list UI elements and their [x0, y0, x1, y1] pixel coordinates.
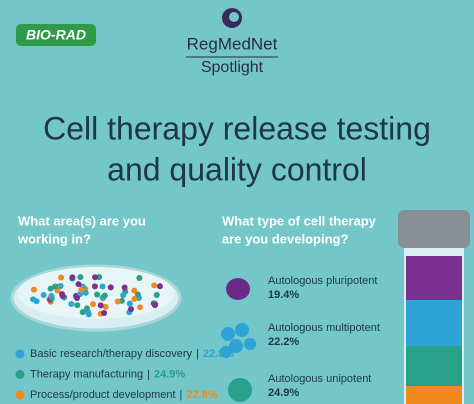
item-label: Autologous unipotent — [268, 373, 371, 385]
cell-dot — [134, 291, 141, 298]
item-label: Basic research/therapy discovery — [30, 348, 193, 360]
logo-name: RegMedNet — [187, 34, 278, 53]
separator: | — [147, 368, 150, 380]
cell-dot — [48, 292, 55, 299]
item-label: Autologous pluripotent — [268, 275, 377, 287]
question: are you developing? — [222, 231, 348, 246]
cell-dot — [79, 309, 86, 316]
brand-badge — [16, 24, 96, 46]
logo-sub: Spotlight — [201, 59, 264, 76]
list-item: Therapy manufacturing | 24.9% — [30, 368, 185, 380]
item-value: 22.8% — [186, 389, 217, 401]
question: What area(s) are you — [18, 213, 146, 228]
cell-dot — [74, 302, 81, 309]
item-value: 19.4% — [268, 289, 299, 301]
cell-dot — [153, 291, 160, 298]
brand: BIO-RAD — [26, 27, 86, 43]
separator: | — [180, 389, 183, 401]
item-value: 22.8% — [203, 348, 234, 360]
cell-dot — [131, 287, 138, 294]
bullet — [15, 349, 25, 359]
cell-dot — [30, 296, 37, 303]
bullet — [15, 390, 25, 400]
list-item: Process/product development | 22.8% — [30, 389, 218, 401]
cell-dot — [126, 300, 133, 307]
cell-dot — [102, 303, 109, 310]
cell-dot — [68, 300, 75, 307]
tube-layer — [406, 300, 462, 346]
list-item: Basic research/therapy discovery | 22.8% — [30, 348, 234, 360]
cell-dot — [151, 282, 158, 289]
cell-icon — [228, 378, 252, 402]
cell-dot — [99, 283, 106, 290]
separator: | — [196, 348, 199, 360]
cell-dot — [69, 274, 76, 281]
question: working in? — [17, 231, 91, 246]
item-label: Autologous multipotent — [268, 322, 380, 334]
cell-dot — [101, 292, 108, 299]
cell-dot — [77, 274, 84, 281]
tube-layer — [406, 346, 462, 386]
cell-dot — [92, 274, 99, 281]
cell-dot — [47, 285, 54, 292]
cell-dot — [58, 274, 65, 281]
logo-icon-inner — [229, 12, 239, 22]
cell-dot — [151, 302, 158, 309]
cell-dot — [156, 283, 163, 290]
cell-dot — [97, 302, 104, 309]
cell-dot — [128, 306, 135, 313]
item-value: 22.2% — [268, 336, 299, 348]
cell-dot — [101, 309, 108, 316]
item-label: Therapy manufacturing — [30, 368, 143, 380]
cell-dot — [85, 311, 92, 318]
tube-layer — [406, 256, 462, 300]
cell-dot — [30, 286, 37, 293]
cell-dot — [107, 284, 114, 291]
item-value: 24.9% — [154, 368, 185, 380]
item-value: 24.9% — [268, 387, 299, 399]
cell-dot — [40, 291, 47, 298]
title-line: Cell therapy release testing — [43, 110, 431, 146]
cell-dot — [59, 292, 66, 299]
cell-dot — [120, 292, 127, 299]
tube-layer — [406, 386, 462, 404]
question: What type of cell therapy — [222, 213, 377, 228]
cell-dot — [94, 291, 101, 298]
tube-cap — [398, 210, 470, 248]
cell-dot — [82, 289, 89, 296]
title-line: and quality control — [107, 151, 367, 187]
bullet — [15, 370, 25, 379]
cell-dot — [121, 284, 128, 291]
cell-dot — [52, 283, 59, 290]
cell-dot — [131, 295, 138, 302]
lists: Basic research/therapy discovery | 22.8%Th… — [15, 275, 380, 401]
cell-dot — [83, 305, 90, 312]
cell-dot — [114, 298, 121, 305]
cell-dot — [57, 282, 64, 289]
item-label: Process/product development — [30, 389, 176, 401]
cell-icon — [220, 323, 256, 358]
cell-dot — [89, 301, 96, 308]
cell-dot — [78, 286, 85, 293]
cell-icon — [226, 278, 250, 300]
cell-dot — [75, 281, 82, 288]
cell-dots — [30, 274, 163, 318]
cell-dot — [91, 283, 98, 290]
cell-dot — [136, 274, 143, 281]
cell-dot — [137, 304, 144, 311]
cell-dot — [74, 294, 81, 301]
